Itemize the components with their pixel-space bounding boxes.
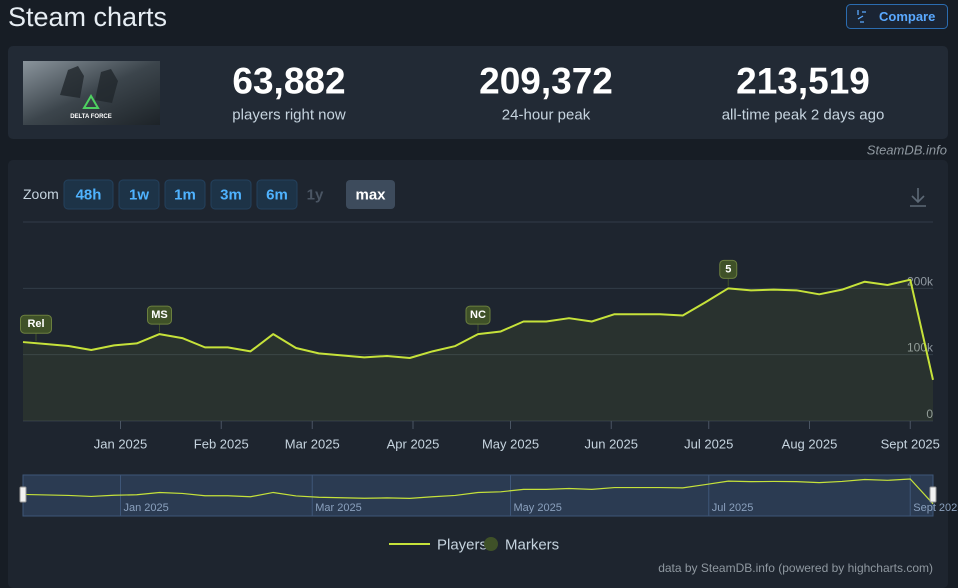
zoom-button[interactable] bbox=[164, 179, 206, 210]
thumbnail-figures bbox=[60, 66, 118, 103]
navigator-line bbox=[22, 478, 934, 505]
marker-label[interactable]: NC bbox=[470, 309, 486, 321]
zoom-option[interactable]: 1w bbox=[129, 187, 149, 204]
series-line bbox=[22, 278, 934, 381]
marker-label[interactable]: MS bbox=[151, 309, 168, 321]
stat-label: 24-hour peak bbox=[502, 107, 591, 124]
zoom-label: Zoom bbox=[23, 186, 59, 202]
y-tick-label: 0 bbox=[926, 407, 933, 421]
credits: data by SteamDB.info (powered by highcha… bbox=[658, 561, 933, 575]
stats-panel bbox=[8, 46, 948, 139]
x-tick-label: Aug 2025 bbox=[782, 437, 838, 452]
x-tick-label: Mar 2025 bbox=[285, 437, 340, 452]
legend: Players Markers bbox=[389, 537, 559, 554]
page-title: Steam charts bbox=[8, 2, 167, 32]
stat-label: all-time peak 2 days ago bbox=[722, 107, 885, 124]
game-thumbnail: DELTA FORCE bbox=[23, 61, 160, 125]
legend-label[interactable]: Players bbox=[437, 537, 487, 554]
marker[interactable] bbox=[20, 314, 52, 334]
compare-button-frame[interactable] bbox=[846, 4, 948, 29]
x-tick-label: Sept 2025 bbox=[881, 437, 940, 452]
marker-label[interactable]: Rel bbox=[27, 318, 44, 330]
zoom-option[interactable]: 3m bbox=[220, 187, 242, 204]
legend-marker-swatch bbox=[484, 537, 498, 551]
thumbnail-logo bbox=[82, 94, 100, 109]
marker[interactable] bbox=[719, 259, 738, 279]
x-tick-label: Jun 2025 bbox=[585, 437, 639, 452]
navigator-label: Mar 2025 bbox=[315, 502, 361, 514]
thumbnail-image bbox=[23, 61, 160, 125]
navigator: Jan 2025 Mar 2025 May 2025 Jul 2025 Sept 202… bbox=[19, 474, 958, 517]
navigator-handle[interactable] bbox=[19, 486, 27, 503]
x-tick-label: Feb 2025 bbox=[194, 437, 249, 452]
series-area bbox=[23, 279, 933, 421]
zoom-option: 1y bbox=[307, 187, 324, 204]
navigator-label: Jul 2025 bbox=[712, 502, 754, 514]
marker-label[interactable]: 5 bbox=[725, 263, 731, 275]
marker[interactable] bbox=[465, 305, 491, 325]
zoom-option[interactable]: 1m bbox=[174, 187, 196, 204]
navigator-handle[interactable] bbox=[929, 486, 937, 503]
download-icon[interactable] bbox=[910, 188, 926, 207]
navigator-label: Sept 2025 bbox=[913, 502, 958, 514]
y-tick-label: 200k bbox=[907, 274, 934, 288]
navigator-label: May 2025 bbox=[514, 502, 562, 514]
x-tick-label: Jan 2025 bbox=[94, 437, 148, 452]
zoom-button[interactable] bbox=[210, 179, 252, 210]
zoom-buttons: 48h 1w 1m 3m 6m 1y max bbox=[63, 179, 395, 210]
x-tick-label: May 2025 bbox=[482, 437, 539, 452]
stat-label: players right now bbox=[232, 107, 346, 124]
zoom-button[interactable] bbox=[63, 179, 114, 210]
stat-value: 63,882 bbox=[232, 61, 345, 102]
source-label: SteamDB.info bbox=[867, 143, 947, 158]
legend-label[interactable]: Markers bbox=[505, 537, 559, 554]
x-tick-label: Jul 2025 bbox=[684, 437, 733, 452]
zoom-button[interactable] bbox=[118, 179, 160, 210]
zoom-option[interactable]: 6m bbox=[266, 187, 288, 204]
zoom-option[interactable]: max bbox=[355, 187, 386, 204]
zoom-button[interactable] bbox=[256, 179, 298, 210]
stat-value: 213,519 bbox=[736, 61, 870, 102]
x-tick-label: Apr 2025 bbox=[387, 437, 440, 452]
zoom-option[interactable]: 48h bbox=[76, 187, 102, 204]
compare-label[interactable]: Compare bbox=[879, 9, 935, 24]
compare-icon bbox=[857, 10, 866, 23]
navigator-label: Jan 2025 bbox=[124, 502, 169, 514]
thumbnail-caption: DELTA FORCE bbox=[70, 114, 112, 120]
marker[interactable] bbox=[147, 305, 172, 325]
stat-value: 209,372 bbox=[479, 61, 613, 102]
compare-button[interactable]: Compare bbox=[846, 4, 948, 29]
zoom-button[interactable] bbox=[346, 180, 395, 209]
